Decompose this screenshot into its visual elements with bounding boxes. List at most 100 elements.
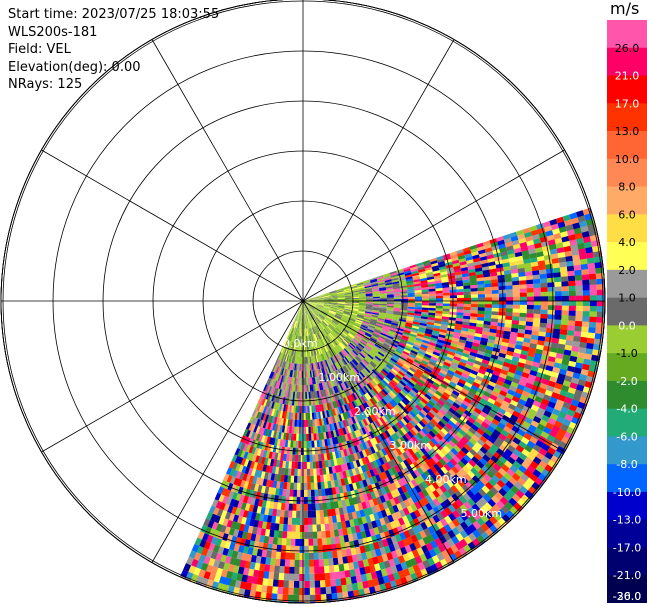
- gate: [348, 439, 354, 448]
- gate: [498, 456, 508, 465]
- gate: [404, 384, 412, 392]
- gate: [286, 397, 290, 405]
- gate: [309, 302, 317, 305]
- gate: [307, 475, 311, 483]
- gate: [357, 286, 365, 289]
- gate: [405, 320, 414, 324]
- gate: [393, 519, 401, 528]
- gate: [498, 433, 507, 441]
- gate: [435, 313, 443, 317]
- gate: [452, 375, 460, 382]
- gate: [422, 298, 429, 301]
- gate: [298, 588, 305, 595]
- gate: [271, 487, 277, 495]
- gate: [458, 439, 467, 447]
- gate: [321, 330, 326, 337]
- gate: [303, 301, 306, 308]
- gate: [522, 254, 531, 260]
- gate: [390, 466, 398, 475]
- gate: [497, 278, 506, 283]
- gate: [505, 480, 514, 490]
- gate: [330, 293, 338, 296]
- gate: [349, 284, 357, 288]
- gate: [548, 351, 557, 358]
- gate: [459, 375, 468, 382]
- gate: [391, 356, 399, 362]
- gate: [490, 318, 499, 323]
- gate: [331, 550, 338, 559]
- gate: [406, 440, 414, 448]
- gate: [351, 401, 357, 409]
- gate: [581, 231, 590, 239]
- gate: [519, 316, 527, 322]
- gate: [358, 372, 364, 380]
- gate: [408, 300, 415, 304]
- gate: [336, 345, 342, 352]
- gate: [297, 454, 301, 462]
- gate: [523, 258, 531, 264]
- gate: [317, 315, 323, 321]
- gate: [358, 480, 365, 489]
- gate: [444, 515, 453, 525]
- gate: [407, 308, 415, 312]
- gate: [319, 361, 323, 369]
- gate: [379, 308, 387, 311]
- gate: [547, 447, 557, 456]
- gate: [482, 493, 492, 503]
- gate: [432, 267, 440, 272]
- gate: [319, 313, 326, 319]
- gate: [389, 380, 397, 388]
- gate: [326, 424, 331, 432]
- gate: [497, 407, 507, 415]
- gate: [444, 338, 452, 343]
- gate: [291, 461, 295, 469]
- gate: [428, 314, 436, 319]
- gate: [337, 450, 342, 458]
- gate: [470, 316, 478, 321]
- gate: [369, 453, 376, 462]
- gate: [315, 307, 322, 311]
- gate: [401, 352, 409, 358]
- gate: [346, 323, 353, 328]
- gate: [420, 280, 428, 284]
- gate: [374, 328, 382, 333]
- gate: [362, 522, 370, 531]
- gate: [417, 331, 425, 336]
- gate: [367, 416, 373, 424]
- gate: [296, 356, 299, 364]
- gate: [445, 356, 454, 362]
- gate: [352, 349, 359, 356]
- gate: [535, 247, 543, 254]
- gate: [439, 493, 448, 502]
- gate: [333, 371, 338, 379]
- gate: [338, 406, 343, 415]
- gate: [387, 460, 395, 469]
- gate: [306, 433, 309, 441]
- gate: [390, 357, 398, 364]
- gate: [435, 305, 443, 309]
- gate: [324, 367, 329, 375]
- gate: [367, 326, 375, 331]
- gate: [412, 461, 420, 470]
- gate: [435, 285, 443, 289]
- gate: [359, 443, 365, 451]
- gate: [336, 288, 344, 291]
- gate: [321, 418, 325, 426]
- gate: [415, 354, 424, 361]
- gate: [534, 427, 543, 436]
- gate: [407, 497, 415, 506]
- gate: [304, 307, 307, 315]
- gate: [596, 317, 604, 324]
- gate: [590, 300, 597, 307]
- gate: [421, 488, 429, 498]
- gate: [482, 432, 491, 440]
- gate: [307, 306, 313, 312]
- gate: [449, 283, 457, 288]
- gate: [343, 563, 350, 571]
- gate: [483, 276, 491, 281]
- gate: [363, 544, 371, 553]
- gate: [316, 296, 324, 299]
- gate: [351, 304, 359, 307]
- gate: [358, 307, 366, 310]
- gate: [413, 540, 422, 550]
